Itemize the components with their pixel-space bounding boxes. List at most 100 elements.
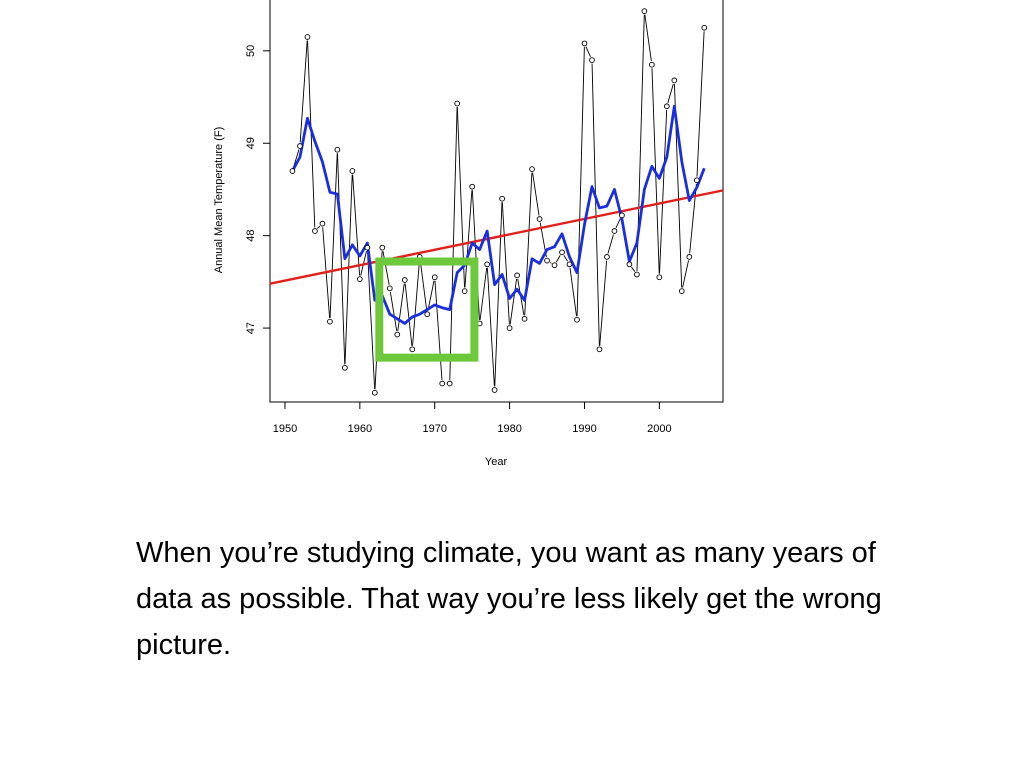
data-point bbox=[364, 244, 371, 251]
raw-series-segment bbox=[404, 283, 413, 346]
raw-series-segment bbox=[667, 83, 674, 103]
raw-series-segment bbox=[549, 262, 552, 264]
raw-series-segment bbox=[555, 255, 561, 263]
x-tick-label: 1990 bbox=[572, 423, 596, 435]
raw-series-segment bbox=[464, 190, 473, 288]
raw-series-segment bbox=[427, 280, 435, 311]
data-point bbox=[499, 195, 505, 202]
data-point bbox=[342, 364, 348, 371]
raw-series-segment bbox=[576, 47, 585, 317]
raw-series-segment bbox=[412, 260, 420, 346]
data-point bbox=[349, 168, 356, 174]
raw-series-segment bbox=[585, 46, 591, 57]
x-tick-label: 1980 bbox=[497, 423, 521, 435]
raw-series-segment bbox=[501, 202, 510, 325]
caption-text: When you’re studying climate, you want a… bbox=[136, 537, 882, 661]
data-point bbox=[671, 77, 678, 84]
raw-series-segment bbox=[569, 267, 577, 317]
data-point bbox=[431, 274, 438, 281]
data-point bbox=[626, 261, 633, 268]
raw-series-segment bbox=[509, 278, 518, 325]
data-point bbox=[596, 346, 603, 353]
data-point bbox=[663, 103, 670, 110]
data-point bbox=[566, 261, 573, 268]
raw-series-segment bbox=[659, 109, 668, 274]
data-point bbox=[312, 228, 318, 234]
raw-series-segment bbox=[317, 225, 321, 229]
raw-series-segment bbox=[563, 255, 568, 262]
x-tick-label: 2000 bbox=[647, 423, 671, 435]
data-point bbox=[491, 387, 498, 393]
highlight-box bbox=[375, 257, 479, 362]
raw-series-segment bbox=[329, 153, 338, 319]
data-point bbox=[693, 177, 700, 184]
data-point bbox=[521, 315, 528, 322]
raw-series-segment bbox=[615, 218, 621, 228]
raw-series-segment bbox=[397, 283, 405, 332]
x-tick-label: 1960 bbox=[348, 423, 372, 435]
data-point bbox=[386, 285, 393, 292]
data-point bbox=[514, 272, 520, 279]
raw-series-segment bbox=[382, 251, 390, 285]
raw-series-segment bbox=[696, 31, 705, 177]
data-point bbox=[686, 254, 693, 260]
data-point bbox=[649, 61, 655, 68]
data-point bbox=[678, 288, 685, 294]
data-point bbox=[611, 228, 618, 234]
raw-series-segment bbox=[367, 251, 376, 390]
data-point bbox=[454, 100, 461, 107]
data-point bbox=[371, 389, 378, 396]
trend-line bbox=[269, 189, 724, 285]
data-point bbox=[589, 57, 595, 63]
data-point bbox=[289, 168, 296, 174]
data-point bbox=[304, 34, 311, 40]
data-point bbox=[461, 288, 468, 294]
data-point bbox=[581, 40, 588, 47]
data-point bbox=[529, 166, 535, 172]
data-point bbox=[619, 212, 625, 219]
data-point bbox=[701, 24, 708, 31]
raw-series-segment bbox=[449, 107, 458, 380]
raw-series-segment bbox=[389, 291, 398, 332]
data-point bbox=[379, 244, 386, 251]
y-axis-title: Annual Mean Temperature (F) bbox=[213, 127, 225, 274]
data-point bbox=[319, 220, 326, 227]
raw-series-segment bbox=[479, 267, 488, 320]
data-point bbox=[506, 325, 513, 331]
data-point bbox=[574, 316, 580, 323]
data-point bbox=[446, 380, 453, 387]
raw-series-segment bbox=[299, 40, 308, 143]
raw-series-segment bbox=[591, 63, 600, 346]
data-point bbox=[409, 346, 416, 353]
raw-series-segment bbox=[344, 174, 353, 365]
data-point bbox=[484, 261, 490, 268]
smoothed-series-line bbox=[291, 104, 706, 325]
raw-series-segment bbox=[631, 266, 636, 272]
data-point bbox=[424, 311, 431, 318]
raw-series-segment bbox=[456, 107, 465, 288]
raw-series-segment bbox=[532, 172, 540, 216]
data-point bbox=[641, 8, 648, 14]
raw-series-segment bbox=[599, 260, 608, 346]
data-point bbox=[439, 380, 446, 387]
data-point bbox=[559, 249, 565, 256]
raw-series-segment bbox=[434, 280, 443, 380]
x-axis-title: Year bbox=[485, 456, 508, 468]
y-tick-label: 49 bbox=[245, 137, 257, 149]
data-point bbox=[401, 277, 408, 283]
data-point bbox=[469, 183, 476, 190]
x-tick-label: 1970 bbox=[422, 423, 446, 435]
data-point bbox=[544, 257, 550, 264]
data-point bbox=[394, 331, 401, 338]
data-point bbox=[357, 276, 363, 282]
raw-series-segment bbox=[644, 14, 652, 62]
x-tick-label: 1950 bbox=[273, 423, 297, 435]
raw-series-segment bbox=[419, 260, 428, 311]
data-point bbox=[634, 271, 640, 278]
plot-frame bbox=[269, 0, 724, 403]
raw-series-segment bbox=[494, 202, 503, 387]
data-point bbox=[334, 146, 341, 153]
data-point bbox=[656, 274, 663, 281]
raw-series-segment bbox=[337, 153, 346, 365]
y-tick-label: 47 bbox=[245, 322, 257, 334]
